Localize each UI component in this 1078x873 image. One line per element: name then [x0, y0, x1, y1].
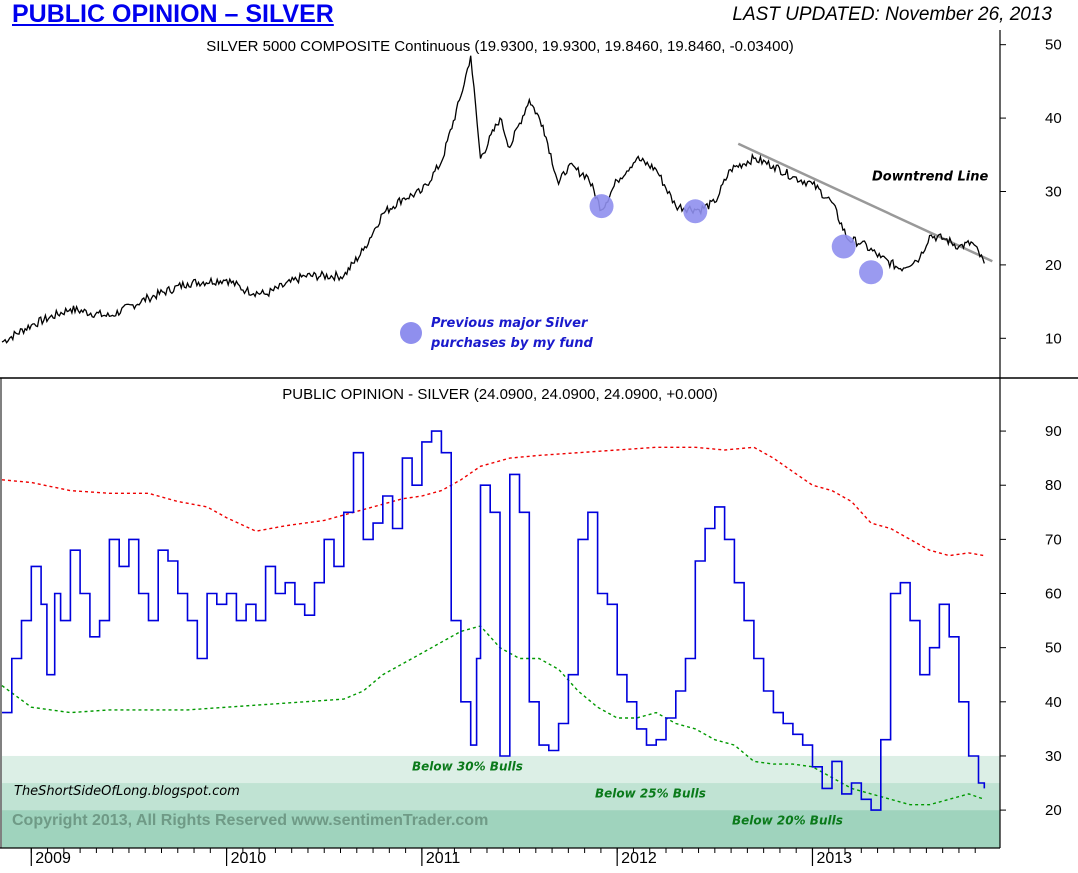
bottom-y-axis: 20 30 40 50 60 70 80 90 [1000, 423, 1062, 819]
top-y-tick-label: 50 [1045, 37, 1062, 54]
bottom-y-tick-label: 70 [1045, 531, 1062, 548]
copyright-watermark: Copyright 2013, All Rights Reserved www.… [12, 812, 488, 829]
top-y-tick-label: 10 [1045, 330, 1062, 347]
purchase-highlights [589, 194, 884, 285]
downtrend-line [737, 142, 993, 263]
legend-text-line1: Previous major Silver [431, 316, 589, 331]
public-opinion-line [2, 430, 986, 811]
panel-frame [0, 30, 1078, 849]
zone-20-label: Below 20% Bulls [732, 814, 843, 828]
bottom-y-tick-label: 80 [1045, 477, 1062, 494]
zone-below-20 [2, 810, 1000, 848]
x-tick-label: 2013 [816, 850, 852, 867]
top-y-tick-label: 20 [1045, 257, 1062, 274]
last-updated-label: LAST UPDATED: November 26, 2013 [732, 4, 1052, 25]
x-axis: 2009 2010 2011 2012 2013 [30, 848, 976, 867]
purchase-highlight-circle [859, 260, 884, 285]
x-tick-label: 2011 [426, 850, 461, 867]
bottom-y-tick-label: 60 [1045, 586, 1062, 603]
zone-below-30 [2, 755, 1000, 784]
sentiment-zones [2, 755, 1000, 848]
x-tick-label: 2010 [231, 850, 267, 867]
purchase-highlight-circle [589, 194, 614, 219]
top-y-tick-label: 30 [1045, 183, 1062, 200]
x-tick-label: 2009 [35, 850, 71, 867]
purchase-highlight-circle [831, 234, 856, 259]
legend-text-line2: purchases by my fund [430, 336, 594, 351]
top-y-tick-label: 40 [1045, 110, 1062, 127]
bottom-y-tick-label: 90 [1045, 423, 1062, 440]
bottom-y-tick-label: 40 [1045, 694, 1062, 711]
page-title: PUBLIC OPINION – SILVER [12, 0, 334, 28]
zone-30-label: Below 30% Bulls [412, 760, 523, 774]
bottom-y-tick-label: 20 [1045, 802, 1062, 819]
bottom-y-tick-label: 50 [1045, 640, 1062, 657]
zone-below-25 [2, 783, 1000, 811]
zone-25-label: Below 25% Bulls [595, 787, 706, 801]
top-y-axis: 10 20 30 40 50 [1000, 37, 1062, 347]
upper-band-line [1, 446, 985, 557]
downtrend-label: Downtrend Line [872, 169, 989, 184]
bottom-y-tick-label: 30 [1045, 748, 1062, 765]
x-tick-label: 2012 [621, 850, 657, 867]
silver-price-line [1, 55, 985, 344]
bottom-panel-title: PUBLIC OPINION - SILVER (24.0900, 24.090… [282, 386, 717, 403]
top-panel-title: SILVER 5000 COMPOSITE Continuous (19.930… [206, 38, 794, 55]
purchase-highlight-circle [683, 199, 708, 224]
legend-circle-icon [400, 322, 422, 344]
blog-watermark: TheShortSideOfLong.blogspot.com [14, 784, 240, 799]
